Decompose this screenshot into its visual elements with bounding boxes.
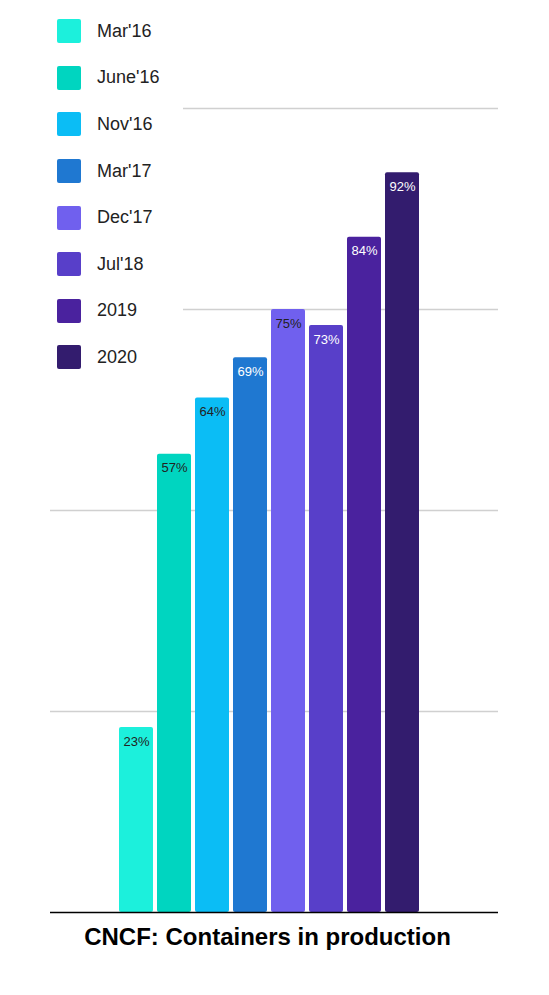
html-text:2020: 2020 — [97, 347, 137, 367]
html-text:Mar'16: Mar'16 — [97, 20, 152, 41]
html-text:Nov'16: Nov'16 — [97, 114, 153, 134]
html-text:2019: 2019 — [97, 300, 137, 321]
svg-text:23%: 23% — [123, 734, 149, 749]
svg-text:64%: 64% — [199, 404, 225, 419]
svg-text:73%: 73% — [313, 332, 339, 347]
html-text:June'16: June'16 — [97, 67, 160, 88]
html-text:Mar'17: Mar'17 — [97, 160, 152, 181]
html-text:Jul'18: Jul'18 — [97, 253, 144, 274]
svg-text:84%: 84% — [351, 243, 377, 258]
html-text:Dec'17: Dec'17 — [97, 207, 153, 228]
svg-text:69%: 69% — [237, 364, 263, 379]
html-text:CNCF: Containers in production: CNCF: Containers in production — [84, 923, 451, 950]
svg-text:92%: 92% — [389, 179, 415, 194]
svg-text:57%: 57% — [161, 460, 187, 475]
svg-text:75%: 75% — [275, 316, 301, 331]
